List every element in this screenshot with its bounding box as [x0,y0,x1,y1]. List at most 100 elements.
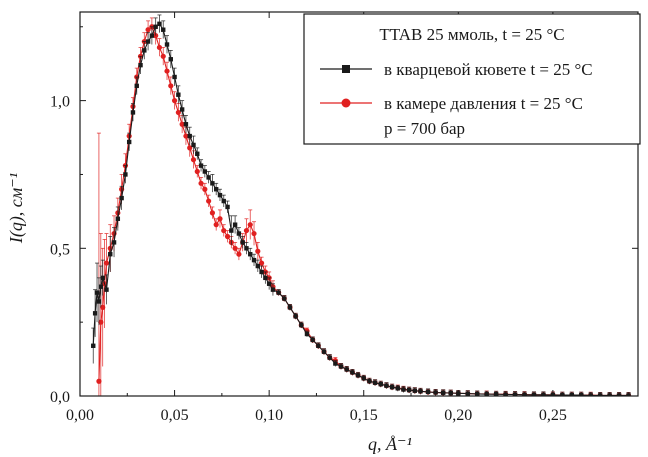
data-point [251,230,257,237]
data-point [175,109,181,116]
data-point [145,27,151,33]
data-point [213,222,219,228]
data-point [316,343,321,348]
data-point [168,83,174,89]
y-tick-label: 0,5 [50,241,70,258]
data-point [138,62,143,68]
data-point [412,388,417,393]
data-point [156,44,163,51]
data-point [123,172,128,177]
data-point [236,251,242,257]
data-point [108,252,113,257]
data-point [232,245,238,251]
data-point [94,290,100,295]
x-tick-label: 0,10 [255,407,283,424]
data-point [183,133,189,139]
data-point [221,198,226,204]
data-point [367,379,372,384]
data-point [213,187,219,192]
data-point [350,370,355,375]
data-point [145,39,151,44]
legend-marker-pressure [341,98,351,108]
data-point [210,181,215,186]
data-point [243,227,250,234]
data-point [100,304,106,310]
data-point [206,198,212,204]
data-point [111,240,117,245]
legend-title: TTAB 25 ммоль, t = 25 °C [379,25,564,44]
x-tick-label: 0,00 [66,407,94,424]
data-point [164,68,170,74]
data-point [293,314,298,319]
data-point [229,228,234,233]
data-point [465,391,470,396]
data-point [372,380,378,385]
data-point [406,387,412,393]
data-point [183,122,189,127]
data-point [512,392,518,396]
data-point [327,355,332,360]
data-point [171,98,178,104]
data-point [191,142,196,148]
data-point [355,373,361,378]
data-point [244,246,249,251]
x-tick-label: 0,25 [539,407,567,424]
data-point [232,222,238,227]
x-axis-label: q, Å⁻¹ [368,434,412,454]
data-point [187,145,193,151]
data-point [448,390,453,396]
data-point [202,186,208,192]
data-point [221,227,227,234]
data-point [259,269,264,275]
data-point [157,21,162,27]
legend-entry-pressure: в камере давления t = 25 °C p = 700 бар [320,94,583,138]
data-point [395,386,400,391]
data-point [194,168,200,175]
data-point [255,248,261,254]
data-point [130,110,136,115]
data-point [541,392,546,396]
legend-label-pressure: в камере давления t = 25 °C [384,94,583,113]
data-point [119,195,124,201]
data-point [217,192,223,198]
data-point [198,163,204,168]
data-point [224,233,231,240]
data-point [588,393,593,396]
data-point [251,257,257,263]
data-point [287,305,293,310]
data-point [276,290,281,295]
axes-layer: 0,00 0,05 0,10 0,15 0,20 0,25 0,0 0,5 1,0 [50,12,638,424]
data-point [344,367,349,372]
data-point [258,260,265,266]
legend-box [303,13,641,145]
data-point [115,216,121,221]
legend-entry-quartz: в кварцевой кювете t = 25 °C [320,60,593,79]
data-point [172,74,177,80]
data-point [247,222,253,228]
data-point [96,299,102,304]
data-point [206,175,211,180]
data-point [266,281,272,286]
data-point [149,33,155,38]
data-point [161,27,166,32]
data-point [418,389,423,394]
data-point [389,384,395,390]
x-tick-label: 0,15 [350,407,378,424]
data-point [168,57,173,62]
plot-frame [79,11,639,397]
data-point [100,275,105,281]
data-point [248,252,253,257]
data-point [96,378,102,384]
data-point [531,392,537,396]
data-point [425,389,431,395]
data-point [433,390,438,395]
data-point [401,387,406,392]
data-point [361,376,366,381]
data-point [616,393,622,396]
data-point [104,287,109,292]
legend: TTAB 25 ммоль, t = 25 °C в кварцевой кюв… [303,13,641,145]
x-tick-label: 0,20 [444,407,472,424]
data-point [195,151,200,156]
data-point [626,393,631,396]
data-point [384,383,389,388]
